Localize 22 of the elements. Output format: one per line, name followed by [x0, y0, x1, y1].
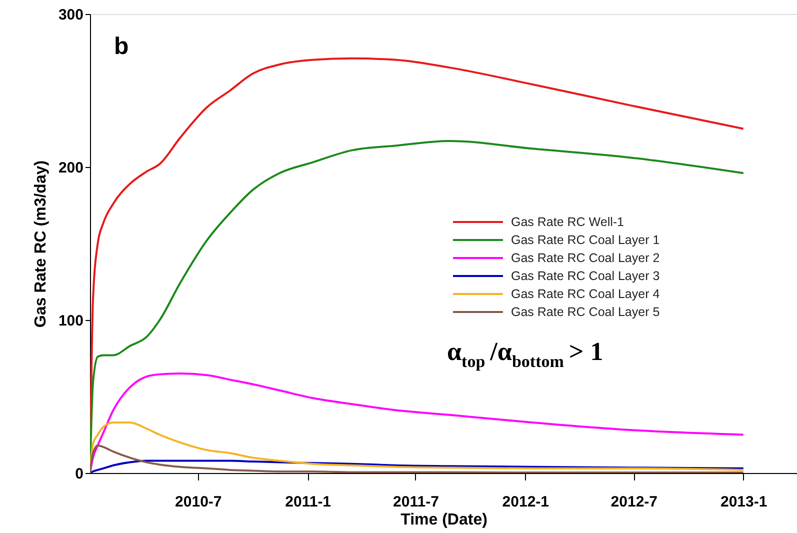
legend-label: Gas Rate RC Well-1: [511, 215, 624, 229]
legend-label: Gas Rate RC Coal Layer 1: [511, 233, 660, 247]
y-axis-title: Gas Rate RC (m3/day): [32, 160, 50, 328]
legend-label: Gas Rate RC Coal Layer 2: [511, 251, 660, 265]
legend-label: Gas Rate RC Coal Layer 5: [511, 305, 660, 319]
line-series: [90, 460, 744, 473]
y-tick-label: 200: [58, 160, 84, 176]
x-tick-label: 2011-1: [285, 494, 332, 510]
x-tick-label: 2012-1: [502, 494, 550, 510]
line-series: [90, 444, 744, 473]
line-series: [90, 422, 744, 473]
y-tick-label: 100: [58, 312, 84, 330]
legend-label: Gas Rate RC Coal Layer 4: [511, 287, 660, 301]
x-tick-label: 2013-1: [720, 494, 768, 510]
y-tick-label: 300: [58, 6, 84, 24]
y-tick-label: 0: [75, 466, 84, 482]
legend-label: Gas Rate RC Coal Layer 3: [511, 269, 660, 283]
annotation: b: [114, 33, 129, 60]
x-axis-title: Time (Date): [400, 512, 488, 528]
x-tick-label: 2012-7: [610, 494, 658, 510]
x-tick-label: 2010-7: [175, 494, 222, 510]
x-tick-label: 2011-7: [393, 494, 439, 510]
